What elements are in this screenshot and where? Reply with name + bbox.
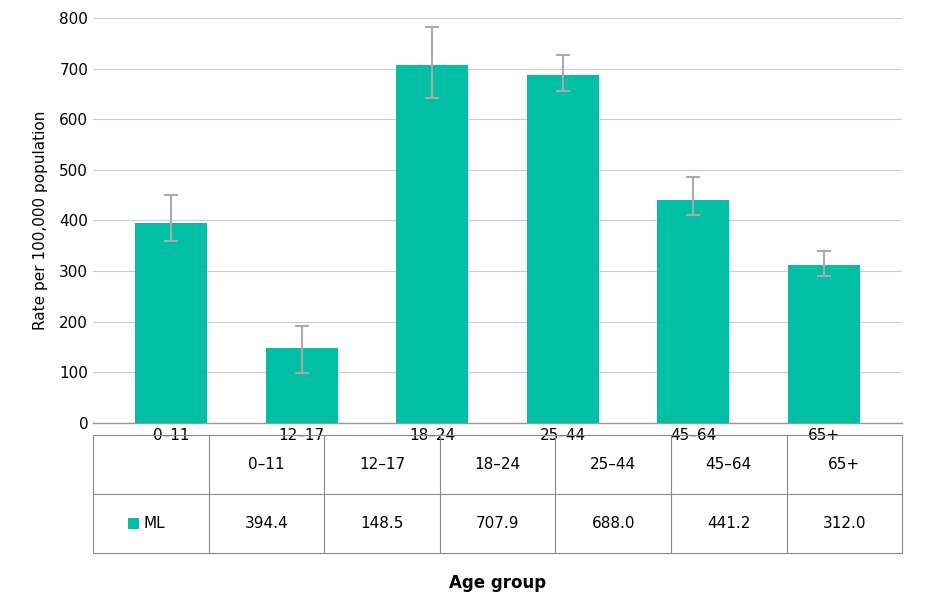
Bar (527, 75, 599, 423)
Text: Age group: Age group (449, 574, 546, 592)
Bar (658, 199, 729, 423)
Text: 441.2: 441.2 (707, 516, 751, 531)
Text: 18–24: 18–24 (474, 457, 521, 472)
Text: ML: ML (143, 516, 165, 531)
Text: 45–64: 45–64 (706, 457, 751, 472)
Bar (136, 223, 207, 423)
Text: 65+: 65+ (829, 457, 860, 472)
Text: 707.9: 707.9 (476, 516, 519, 531)
Text: 12–17: 12–17 (359, 457, 405, 472)
Text: 312.0: 312.0 (822, 516, 866, 531)
Text: 148.5: 148.5 (360, 516, 404, 531)
Bar (266, 348, 338, 423)
Text: 25–44: 25–44 (590, 457, 636, 472)
Bar (788, 265, 859, 423)
Text: 0–11: 0–11 (248, 457, 285, 472)
Bar (396, 65, 468, 423)
Text: 688.0: 688.0 (591, 516, 635, 531)
Text: 394.4: 394.4 (245, 516, 288, 531)
Y-axis label: Rate per 100,000 population: Rate per 100,000 population (33, 111, 48, 330)
